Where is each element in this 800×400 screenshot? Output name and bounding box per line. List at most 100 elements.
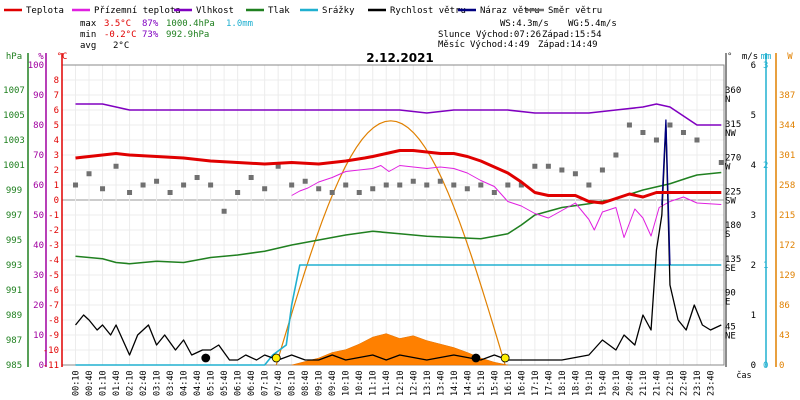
x-tick-label: 07:40 (274, 370, 284, 396)
wind-direction-point (289, 182, 295, 188)
tick-radiation: 43 (779, 331, 790, 341)
tick-temperature: 7 (54, 91, 59, 101)
wind-direction-point (397, 182, 403, 188)
tick-radiation: 344 (779, 121, 795, 131)
tick-rain: 3 (763, 61, 768, 71)
series-naraz (661, 119, 671, 266)
series-prizemni (291, 165, 722, 238)
wind-direction-point (437, 178, 443, 184)
x-tick-label: 00:10 (72, 370, 82, 396)
tick-temperature: -4 (48, 256, 59, 266)
tick-direction: 45 (725, 322, 736, 332)
tick-wind: 4 (751, 161, 756, 171)
stat-wg: WG:5.4m/s (568, 19, 617, 29)
x-tick-label: 03:10 (153, 370, 163, 396)
x-tick-label: 02:40 (139, 370, 149, 396)
stat-temp-max: 3.5°C (104, 19, 131, 29)
series-teplota (75, 149, 722, 205)
wind-direction-point (545, 163, 551, 169)
x-tick-label: 05:10 (207, 370, 217, 396)
tick-direction-compass: E (725, 298, 730, 308)
wind-direction-point (100, 186, 106, 192)
tick-temperature: -7 (48, 301, 59, 311)
stat-max-label: max (80, 19, 97, 29)
x-tick-label: 06:10 (234, 370, 244, 396)
legend-label: Vlhkost (196, 6, 234, 16)
x-tick-label: 02:10 (126, 370, 136, 396)
tick-temperature: -10 (43, 346, 59, 356)
tick-humidity: 20 (33, 301, 44, 311)
series-srazky (75, 264, 722, 366)
legend-item-vlhkost: Vlhkost (174, 6, 234, 16)
legend-label: Tlak (268, 6, 290, 16)
wind-direction-point (505, 182, 511, 188)
wind-direction-point (370, 186, 376, 192)
x-tick-label: 16:40 (517, 370, 527, 396)
tick-temperature: -6 (48, 286, 59, 296)
wind-direction-point (316, 186, 322, 192)
wind-direction-point (275, 163, 281, 169)
x-tick-label: 13:40 (436, 370, 446, 396)
wind-direction-point (181, 182, 187, 188)
axis-unit-rain: mm (761, 52, 772, 62)
x-tick-label: 00:40 (85, 370, 95, 396)
sun-theoretical-curve (275, 120, 506, 366)
tick-wind: 3 (751, 211, 756, 221)
x-tick-label: 09:40 (328, 370, 338, 396)
tick-humidity: 80 (33, 121, 44, 131)
tick-wind: 0 (751, 361, 756, 371)
stat-press-max: 1000.4hPa (166, 19, 215, 29)
wind-direction-point (640, 130, 646, 135)
wind-direction-point (559, 167, 565, 173)
x-tick-label: 15:40 (490, 370, 500, 396)
x-tick-label: 15:10 (477, 370, 487, 396)
wind-direction-point (478, 182, 484, 188)
chart-title: 2.12.2021 (366, 51, 434, 65)
x-tick-label: 19:40 (598, 370, 608, 396)
tick-radiation: 258 (779, 181, 795, 191)
legend-item-smer: Směr větru (526, 6, 602, 16)
tick-humidity: 100 (28, 61, 44, 71)
x-tick-label: 13:10 (423, 370, 433, 396)
x-tick-label: 11:10 (369, 370, 379, 396)
x-tick-label: 07:10 (261, 370, 271, 396)
wind-direction-point (302, 178, 308, 184)
wind-direction-point (518, 182, 524, 188)
tick-hpa: 1005 (3, 111, 25, 121)
wind-direction-point (248, 175, 254, 180)
x-tick-label: 18:40 (571, 370, 581, 396)
tick-temperature: 8 (54, 76, 59, 86)
x-tick-label: 23:10 (693, 370, 703, 396)
tick-wind: 2 (751, 261, 756, 271)
grid (61, 64, 725, 366)
moon-marker (201, 353, 211, 363)
tick-hpa: 991 (6, 286, 22, 296)
wind-direction-point (343, 182, 349, 188)
tick-temperature: -3 (48, 241, 59, 251)
stat-moon-label: Měsíc (438, 40, 465, 50)
wind-direction-point (667, 122, 673, 128)
x-tick-label: 17:40 (544, 370, 554, 396)
wind-direction-point (262, 186, 268, 192)
x-tick-label: 04:40 (193, 370, 203, 396)
x-tick-label: 10:10 (342, 370, 352, 396)
axis-unit-radiation: W (787, 52, 793, 62)
wind-direction-point (194, 175, 200, 180)
tick-direction: 225 (725, 187, 741, 197)
x-tick-label: 20:40 (625, 370, 635, 396)
wind-direction-point (653, 137, 659, 143)
wind-direction-point (113, 163, 119, 169)
tick-direction-compass: S (725, 230, 730, 240)
wind-direction-point (167, 190, 173, 195)
wind-direction-point (410, 178, 416, 184)
wind-direction-point (154, 178, 160, 184)
stat-press-min: 992.9hPa (166, 30, 209, 40)
wind-direction-point (572, 171, 578, 177)
tick-direction-compass: W (725, 163, 731, 173)
wind-direction-point (329, 190, 335, 195)
legend: Teplota Přízemní teplota Vlhkost Tlak Srážky… (4, 6, 602, 16)
sun-marker (271, 353, 281, 363)
x-tick-label: 17:10 (531, 370, 541, 396)
tick-hpa: 997 (6, 211, 22, 221)
x-tick-label: 22:40 (679, 370, 689, 396)
